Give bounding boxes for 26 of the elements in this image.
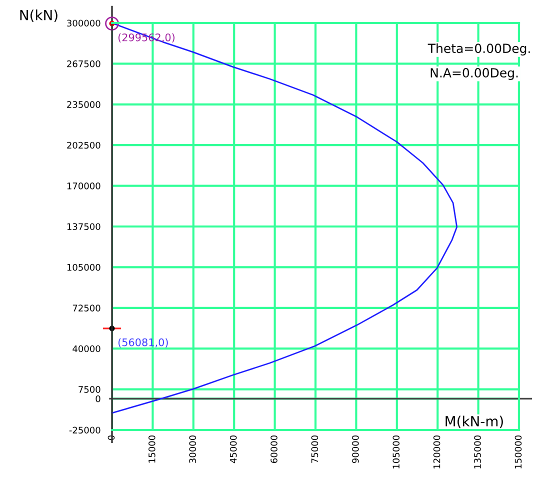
- y-tick-label: 170000: [67, 182, 100, 190]
- y-tick-label: -25000: [69, 426, 100, 434]
- annotation: N.A=0.00Deg.: [430, 68, 518, 80]
- y-tick-label: 72500: [72, 304, 100, 312]
- x-tick-label: 60000: [270, 435, 278, 463]
- x-tick-label: 30000: [189, 435, 196, 463]
- x-tick-label: 120000: [433, 435, 440, 468]
- annotation: Theta=0.00Deg.: [428, 43, 530, 56]
- x-tick-label: 75000: [311, 435, 318, 463]
- y-tick-label: 40000: [72, 345, 100, 352]
- y-tick-label: 300000: [67, 20, 100, 27]
- y-tick-label: 267500: [67, 60, 100, 68]
- y-tick-label: 0: [96, 395, 100, 402]
- x-tick-label: 135000: [474, 435, 481, 468]
- y-axis-title: N(kN): [20, 10, 58, 22]
- y-tick-label: 7500: [78, 386, 100, 393]
- y-tick-label: 202500: [67, 142, 100, 149]
- x-tick-label: 15000: [148, 435, 156, 463]
- x-axis-title: M(kN-m): [446, 416, 503, 428]
- x-tick-label: 105000: [392, 435, 400, 468]
- y-tick-label: 105000: [67, 264, 100, 271]
- y-tick-label: 137500: [67, 223, 100, 230]
- x-tick-label: 45000: [230, 435, 237, 464]
- x-tick-label: 90000: [352, 435, 359, 464]
- x-tick-label: 150000: [514, 435, 522, 468]
- y-tick-label: 235000: [67, 101, 100, 108]
